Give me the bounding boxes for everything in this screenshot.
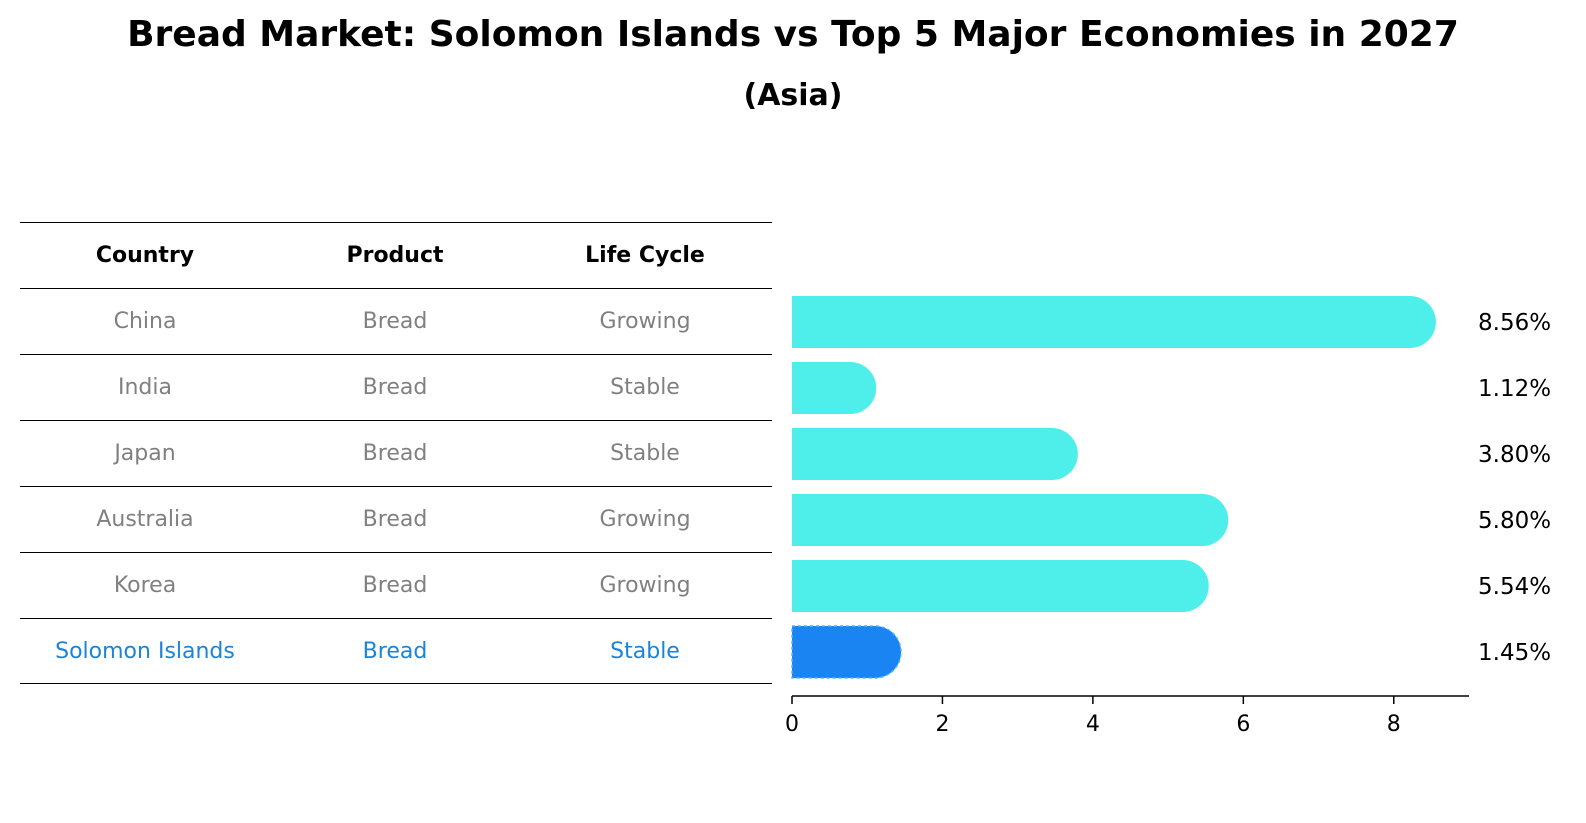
bar-china [792,296,1436,348]
table-header-row: Country Product Life Cycle [20,222,772,288]
bar-japan [792,428,1078,480]
cell-life-cycle: Stable [610,375,680,400]
x-tick-label: 6 [1236,712,1250,737]
x-tick-label: 4 [1086,712,1100,737]
cell-product: Bread [362,507,428,532]
table-row: Japan Bread Stable [20,420,772,486]
bar-solomon-islands [791,625,902,679]
cell-product: Bread [362,573,428,598]
cell-life-cycle: Growing [599,507,691,532]
table-row: India Bread Stable [20,354,772,420]
table-row-highlight: Solomon Islands Bread Stable [20,618,772,684]
value-label: 1.12% [1478,376,1551,402]
value-label: 5.80% [1478,508,1551,534]
cell-product: Bread [362,638,428,664]
cell-product: Bread [362,375,428,400]
cell-life-cycle: Growing [599,309,691,334]
bar-india [792,362,877,414]
cell-life-cycle: Stable [610,638,680,664]
cell-country: India [118,375,172,400]
x-tick-label: 8 [1387,712,1401,737]
data-table: Country Product Life Cycle China Bread G… [20,222,772,684]
cell-country: Korea [113,573,177,598]
chart-title: Bread Market: Solomon Islands vs Top 5 M… [127,14,1459,55]
value-label: 8.56% [1478,310,1551,336]
bar-australia [792,494,1229,546]
cell-country: Japan [114,441,176,466]
table-row: Australia Bread Growing [20,486,772,552]
cell-country: China [113,309,177,334]
chart-subtitle: (Asia) [743,78,843,113]
header-product: Product [346,243,444,268]
table-row: Korea Bread Growing [20,552,772,618]
value-label: 3.80% [1478,442,1551,468]
header-country: Country [95,243,195,268]
cell-product: Bread [362,309,428,334]
bar-korea [792,560,1209,612]
header-life-cycle: Life Cycle [585,243,705,268]
table-row: China Bread Growing [20,288,772,354]
cell-life-cycle: Growing [599,573,691,598]
x-tick-label: 0 [785,712,799,737]
cell-life-cycle: Stable [610,441,680,466]
cell-product: Bread [362,441,428,466]
value-label: 1.45% [1478,640,1551,666]
value-label: 5.54% [1478,574,1551,600]
cell-country: Solomon Islands [55,638,235,664]
x-tick-label: 2 [935,712,949,737]
cell-country: Australia [96,507,194,532]
